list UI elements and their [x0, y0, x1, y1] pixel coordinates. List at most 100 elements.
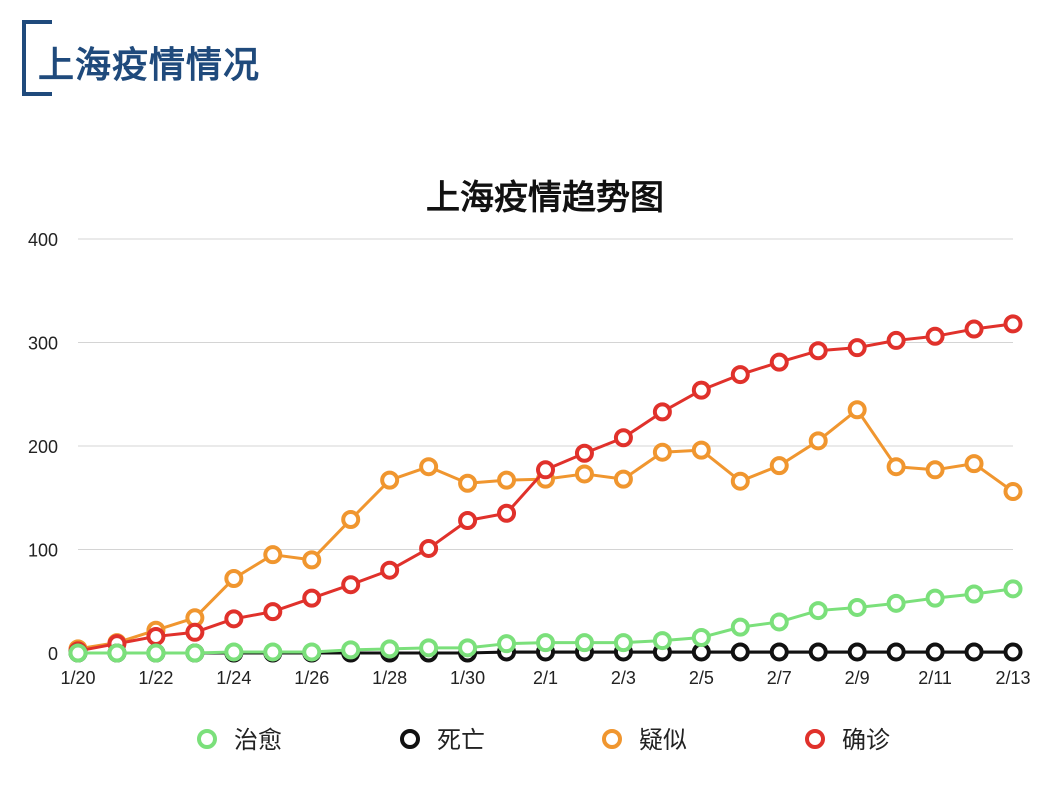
chart-title: 上海疫情趋势图	[426, 178, 664, 218]
legend-item: 确诊	[805, 726, 890, 754]
data-point	[925, 460, 945, 480]
data-point	[458, 473, 478, 493]
data-point	[808, 601, 828, 621]
data-point	[1003, 642, 1023, 662]
x-tick-label: 2/7	[767, 668, 792, 688]
data-point	[730, 365, 750, 385]
series-group	[68, 314, 1023, 663]
data-point	[847, 642, 867, 662]
data-point	[224, 609, 244, 629]
data-point	[847, 597, 867, 617]
data-point	[419, 457, 439, 477]
data-point	[458, 511, 478, 531]
x-tick-label: 1/28	[372, 668, 407, 688]
data-point	[419, 538, 439, 558]
legend-item: 治愈	[197, 726, 282, 754]
legend-label: 疑似	[639, 726, 687, 754]
legend-item: 死亡	[400, 726, 485, 754]
x-tick-label: 2/1	[533, 668, 558, 688]
data-point	[964, 454, 984, 474]
data-point	[691, 627, 711, 647]
y-axis-ticks: 0 100 200 300 400	[28, 230, 58, 664]
data-point	[847, 338, 867, 358]
data-point	[263, 545, 283, 565]
data-point	[769, 642, 789, 662]
x-tick-label: 2/3	[611, 668, 636, 688]
data-point	[730, 642, 750, 662]
x-tick-label: 1/20	[60, 668, 95, 688]
header-bracket	[22, 20, 52, 96]
data-point	[185, 622, 205, 642]
data-point	[808, 642, 828, 662]
data-point	[107, 643, 127, 663]
legend-label: 确诊	[842, 726, 890, 754]
data-point	[613, 469, 633, 489]
data-point	[497, 470, 517, 490]
data-point	[613, 428, 633, 448]
data-point	[497, 634, 517, 654]
data-point	[886, 593, 906, 613]
x-tick-label: 1/22	[138, 668, 173, 688]
page-title: 上海疫情情况	[38, 45, 261, 86]
data-point	[302, 550, 322, 570]
grid-lines	[78, 238, 1013, 654]
x-axis-ticks: 1/20 1/22 1/24 1/26 1/28 1/30 2/1 2/3 2/5 2/7 2/9 2…	[60, 668, 1030, 688]
legend-label: 治愈	[234, 726, 282, 754]
data-point	[574, 443, 594, 463]
data-point	[263, 602, 283, 622]
data-point	[691, 380, 711, 400]
data-point	[341, 640, 361, 660]
data-point	[341, 575, 361, 595]
data-point	[652, 631, 672, 651]
series-治愈	[68, 579, 1023, 663]
data-point	[886, 330, 906, 350]
data-point	[652, 402, 672, 422]
data-point	[302, 588, 322, 608]
legend-marker	[602, 729, 622, 749]
data-point	[1003, 482, 1023, 502]
data-point	[380, 560, 400, 580]
data-point	[691, 440, 711, 460]
data-point	[1003, 314, 1023, 334]
x-tick-label: 2/13	[995, 668, 1030, 688]
x-tick-label: 2/9	[845, 668, 870, 688]
y-tick-label: 100	[28, 541, 58, 561]
legend-item: 疑似	[602, 726, 687, 754]
data-point	[808, 341, 828, 361]
data-point	[302, 642, 322, 662]
data-point	[964, 642, 984, 662]
data-point	[730, 617, 750, 637]
data-point	[146, 626, 166, 646]
legend-marker	[400, 729, 420, 749]
data-point	[769, 612, 789, 632]
legend-marker	[805, 729, 825, 749]
data-point	[146, 643, 166, 663]
data-point	[380, 639, 400, 659]
data-point	[808, 431, 828, 451]
data-point	[341, 509, 361, 529]
data-point	[925, 642, 945, 662]
data-point	[769, 352, 789, 372]
y-tick-label: 200	[28, 437, 58, 457]
series-确诊	[68, 314, 1023, 661]
legend: 治愈 死亡 疑似 确诊	[197, 726, 890, 754]
legend-label: 死亡	[437, 726, 485, 754]
data-point	[536, 633, 555, 653]
data-point	[380, 470, 400, 490]
data-point	[886, 642, 906, 662]
data-point	[574, 464, 594, 484]
x-tick-label: 1/30	[450, 668, 485, 688]
series-疑似	[68, 400, 1023, 659]
data-point	[224, 568, 244, 588]
y-tick-label: 400	[28, 230, 58, 250]
data-point	[964, 319, 984, 339]
data-point	[847, 400, 867, 420]
data-point	[925, 326, 945, 346]
data-point	[497, 503, 517, 523]
data-point	[769, 456, 789, 476]
data-point	[458, 638, 478, 658]
data-point	[613, 633, 633, 653]
data-point	[925, 588, 945, 608]
data-point	[419, 638, 439, 658]
